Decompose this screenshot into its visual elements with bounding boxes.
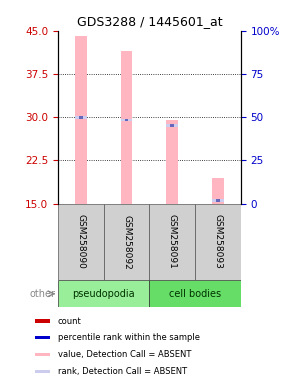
Bar <box>171 124 174 127</box>
Bar <box>195 204 241 280</box>
Bar <box>212 177 224 204</box>
Bar <box>121 119 132 121</box>
Bar <box>75 116 86 119</box>
Text: rank, Detection Call = ABSENT: rank, Detection Call = ABSENT <box>58 367 187 376</box>
Bar <box>104 204 149 280</box>
Bar <box>166 124 178 127</box>
Bar <box>79 116 83 119</box>
Bar <box>121 51 132 204</box>
Bar <box>166 120 178 204</box>
Text: GSM258093: GSM258093 <box>213 215 222 269</box>
Bar <box>35 336 50 339</box>
Bar <box>216 199 220 202</box>
Text: cell bodies: cell bodies <box>169 289 221 299</box>
Text: value, Detection Call = ABSENT: value, Detection Call = ABSENT <box>58 350 191 359</box>
Text: count: count <box>58 316 82 326</box>
Bar <box>212 199 224 202</box>
Text: other: other <box>30 289 56 299</box>
Bar <box>75 36 86 204</box>
Text: pseudopodia: pseudopodia <box>72 289 135 299</box>
Text: GSM258091: GSM258091 <box>168 215 177 269</box>
Bar <box>58 280 149 307</box>
Bar <box>149 204 195 280</box>
Bar <box>58 204 104 280</box>
Bar <box>35 370 50 373</box>
Title: GDS3288 / 1445601_at: GDS3288 / 1445601_at <box>77 15 222 28</box>
Text: GSM258090: GSM258090 <box>76 215 85 269</box>
Text: percentile rank within the sample: percentile rank within the sample <box>58 333 200 343</box>
Bar <box>125 119 128 121</box>
Bar <box>35 353 50 356</box>
Text: GSM258092: GSM258092 <box>122 215 131 269</box>
Bar <box>35 319 50 323</box>
Bar <box>149 280 241 307</box>
